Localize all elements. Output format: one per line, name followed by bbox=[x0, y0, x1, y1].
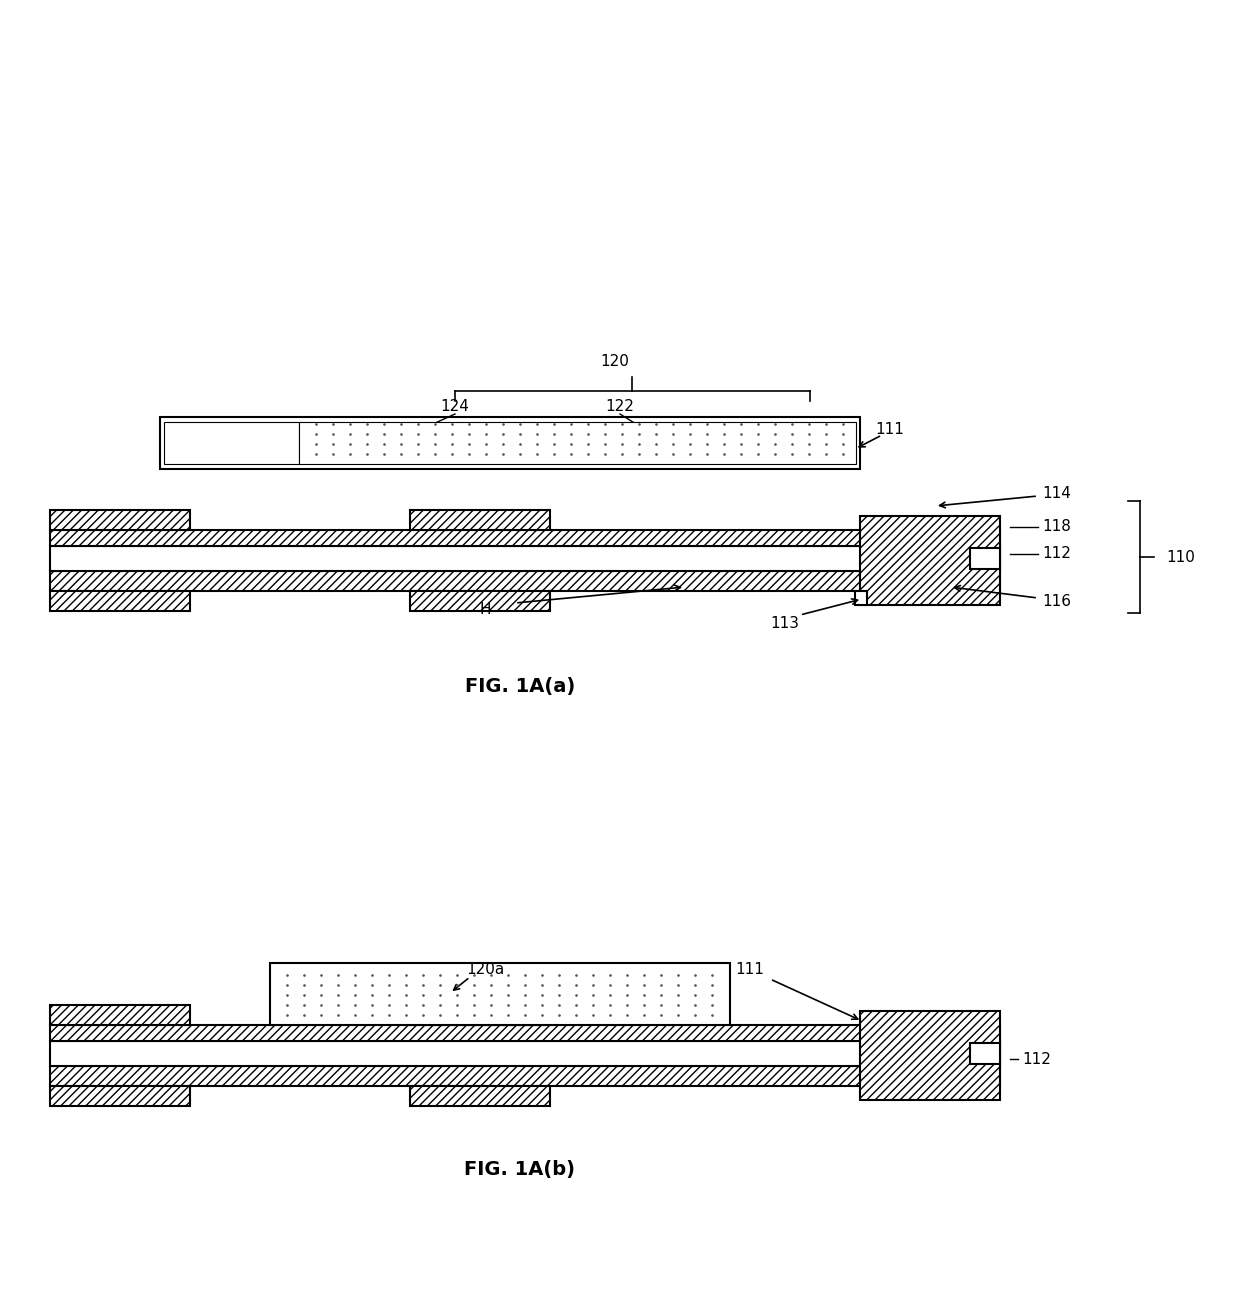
Bar bbox=[50, 1066, 999, 1086]
Bar bbox=[299, 422, 856, 464]
Text: 124: 124 bbox=[440, 399, 470, 413]
Bar bbox=[50, 510, 190, 530]
Bar bbox=[410, 510, 551, 530]
Bar bbox=[270, 964, 730, 1025]
Bar bbox=[50, 1086, 190, 1106]
Text: 113: 113 bbox=[770, 615, 800, 631]
Text: 112: 112 bbox=[1022, 1051, 1050, 1067]
Bar bbox=[164, 422, 299, 464]
Bar bbox=[970, 548, 999, 569]
Text: 114: 114 bbox=[1042, 485, 1071, 501]
Text: 122: 122 bbox=[605, 399, 635, 413]
Text: 120a: 120a bbox=[466, 961, 505, 977]
Text: 116: 116 bbox=[1042, 594, 1071, 608]
Bar bbox=[50, 545, 999, 572]
Bar bbox=[861, 517, 999, 604]
Text: 111: 111 bbox=[875, 422, 904, 437]
Text: H: H bbox=[479, 602, 491, 616]
Bar bbox=[970, 1044, 999, 1065]
Bar bbox=[50, 1025, 999, 1041]
Bar bbox=[410, 1086, 551, 1106]
Text: 118: 118 bbox=[1042, 518, 1071, 534]
Text: 110: 110 bbox=[1166, 549, 1195, 565]
Bar bbox=[50, 572, 999, 591]
Text: FIG. 1A(b): FIG. 1A(b) bbox=[465, 1159, 575, 1179]
Bar bbox=[160, 417, 861, 469]
Text: 120: 120 bbox=[600, 354, 629, 368]
Bar bbox=[410, 1006, 551, 1025]
Bar bbox=[856, 591, 867, 604]
Bar bbox=[50, 1006, 190, 1025]
Text: 112: 112 bbox=[1042, 545, 1071, 561]
Text: FIG. 1A(a): FIG. 1A(a) bbox=[465, 676, 575, 696]
Bar bbox=[410, 591, 551, 611]
Text: 111: 111 bbox=[735, 961, 764, 977]
Bar bbox=[50, 530, 999, 545]
Bar bbox=[50, 1041, 999, 1066]
Bar bbox=[861, 1011, 999, 1100]
Bar bbox=[50, 591, 190, 611]
